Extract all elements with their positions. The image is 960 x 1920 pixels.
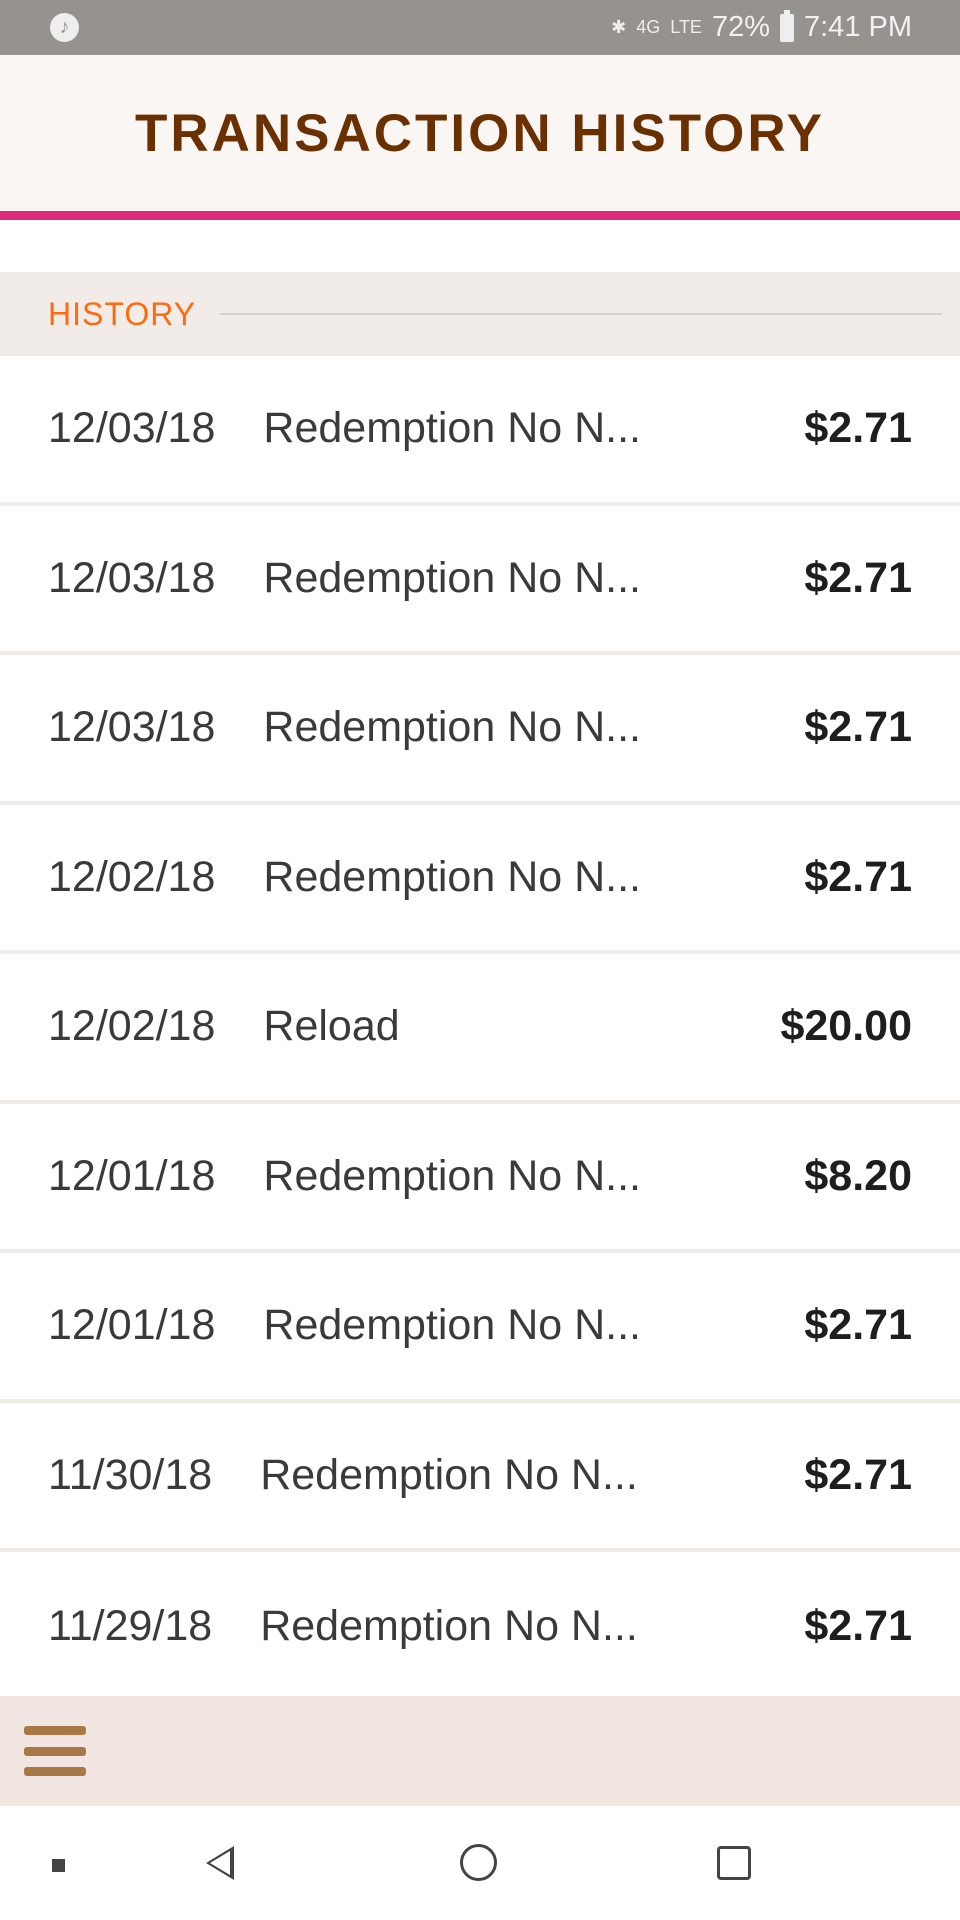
transaction-description: Redemption No N... <box>260 1450 638 1499</box>
transaction-amount: $20.00 <box>780 1002 912 1051</box>
back-icon[interactable] <box>206 1846 234 1880</box>
transaction-description: Redemption No N... <box>263 1301 642 1350</box>
transaction-list: 12/03/18 Redemption No N... $2.71 12/03/18 R… <box>0 356 960 1702</box>
transaction-description: Redemption No N... <box>263 553 642 602</box>
android-nav-bar <box>0 1806 960 1920</box>
transaction-row[interactable]: 12/02/18 Redemption No N... $2.71 <box>0 805 960 954</box>
section-divider <box>220 313 942 315</box>
transaction-date: 12/03/18 <box>48 553 216 602</box>
transaction-description: Redemption No N... <box>263 852 642 901</box>
transaction-row[interactable]: 12/03/18 Redemption No N... $2.71 <box>0 655 960 805</box>
transaction-row[interactable]: 12/01/18 Redemption No N... $8.20 <box>0 1104 960 1253</box>
transaction-description: Redemption No N... <box>260 1602 638 1651</box>
transaction-date: 12/01/18 <box>48 1301 216 1350</box>
recents-icon[interactable] <box>717 1846 751 1880</box>
transaction-date: 12/03/18 <box>48 404 216 453</box>
hamburger-icon[interactable] <box>24 1726 86 1776</box>
transaction-date: 11/30/18 <box>48 1450 213 1499</box>
transaction-amount: $2.71 <box>804 1301 912 1350</box>
bluetooth-icon: ✱ <box>611 17 627 37</box>
music-notification-icon: ♪ <box>50 13 79 42</box>
transaction-amount: $2.71 <box>804 852 912 901</box>
transaction-description: Redemption No N... <box>263 1151 642 1200</box>
network-4g-icon: 4G <box>636 17 661 37</box>
transaction-description: Redemption No N... <box>263 703 642 752</box>
transaction-row[interactable]: 12/03/18 Redemption No N... $2.71 <box>0 506 960 655</box>
transaction-date: 12/02/18 <box>48 852 216 901</box>
transaction-amount: $2.71 <box>804 404 912 453</box>
header: TRANSACTION HISTORY <box>0 55 960 220</box>
dot-icon[interactable] <box>52 1859 65 1872</box>
transaction-date: 11/29/18 <box>48 1602 213 1651</box>
transaction-row[interactable]: 11/30/18 Redemption No N... $2.71 <box>0 1403 960 1552</box>
section-header: HISTORY <box>0 272 960 356</box>
transaction-amount: $2.71 <box>804 553 912 602</box>
transaction-row[interactable]: 12/02/18 Reload $20.00 <box>0 954 960 1104</box>
battery-icon <box>780 9 794 42</box>
transaction-amount: $8.20 <box>804 1151 912 1200</box>
home-icon[interactable] <box>460 1844 497 1881</box>
transaction-date: 12/02/18 <box>48 1002 216 1051</box>
clock: 7:41 PM <box>804 11 912 43</box>
transaction-row[interactable]: 12/03/18 Redemption No N... $2.71 <box>0 356 960 506</box>
transaction-amount: $2.71 <box>804 1450 912 1499</box>
page-title: TRANSACTION HISTORY <box>134 103 826 163</box>
battery-percent: 72% <box>711 11 770 43</box>
transaction-amount: $2.71 <box>804 1602 912 1651</box>
transaction-date: 12/03/18 <box>48 703 216 752</box>
transaction-description: Redemption No N... <box>263 404 642 453</box>
section-label: HISTORY <box>48 295 197 332</box>
transaction-date: 12/01/18 <box>48 1151 216 1200</box>
status-bar: ♪ ✱ 4G LTE 72% 7:41 PM <box>0 0 960 55</box>
transaction-description: Reload <box>263 1002 400 1051</box>
lte-signal-icon: LTE <box>670 17 702 37</box>
transaction-amount: $2.71 <box>804 703 912 752</box>
bottom-bar <box>0 1696 960 1806</box>
transaction-row[interactable]: 12/01/18 Redemption No N... $2.71 <box>0 1253 960 1403</box>
transaction-row[interactable]: 11/29/18 Redemption No N... $2.71 <box>0 1552 960 1702</box>
